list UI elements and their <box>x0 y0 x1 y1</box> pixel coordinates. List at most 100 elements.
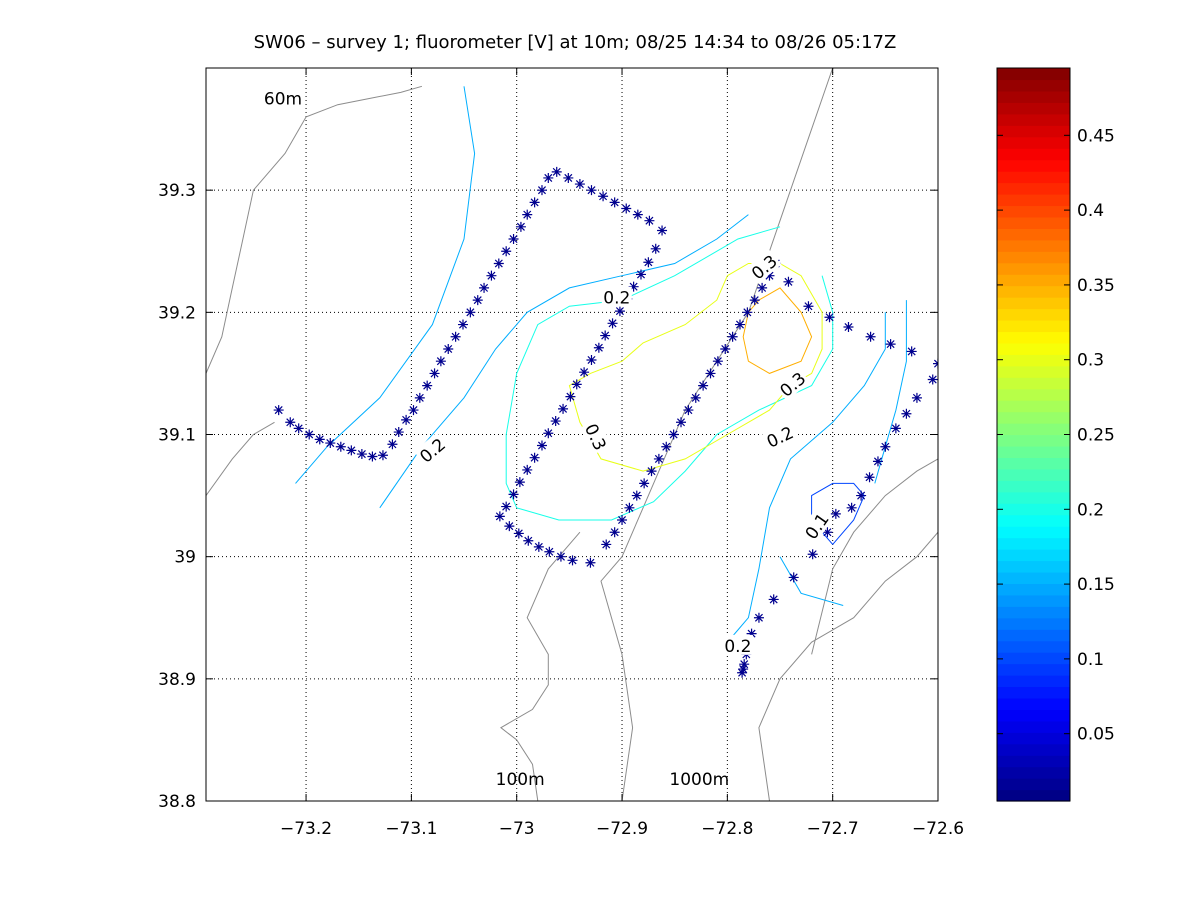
survey-station-marker <box>494 511 505 522</box>
survey-station-marker <box>408 405 419 416</box>
colorbar-segment <box>997 68 1070 81</box>
colorbar-segment <box>997 457 1070 470</box>
survey-station-marker <box>911 392 922 403</box>
survey-station-marker <box>901 408 912 419</box>
survey-station-marker <box>550 416 561 427</box>
survey-station-marker <box>565 391 576 402</box>
colorbar-segment <box>997 79 1070 92</box>
survey-station-marker <box>803 301 814 312</box>
survey-station-marker <box>558 403 569 414</box>
colorbar-segment <box>997 136 1070 149</box>
survey-station-marker <box>644 215 655 226</box>
colorbar-segment <box>997 445 1070 459</box>
survey-station-marker <box>593 342 604 353</box>
colorbar-segment <box>997 125 1070 138</box>
isobath-label: 60m <box>264 90 302 110</box>
survey-station-marker <box>514 477 525 488</box>
survey-station-marker <box>749 295 760 306</box>
colorbar-segment <box>997 423 1070 436</box>
colorbar-segment <box>997 354 1070 367</box>
colorbar-segment <box>997 537 1070 550</box>
survey-station-marker <box>617 515 628 526</box>
colorbar-segment <box>997 514 1070 527</box>
survey-station-marker <box>830 508 841 519</box>
colorbar-segment <box>997 491 1070 504</box>
contour-label-bg <box>722 634 753 655</box>
colorbar-segment <box>997 652 1070 665</box>
colorbar-segment <box>997 617 1070 630</box>
colorbar-segment <box>997 675 1070 688</box>
survey-station-marker <box>614 306 625 317</box>
colorbar-tick-label: 0.2 <box>1077 500 1104 520</box>
survey-station-marker <box>624 502 635 513</box>
survey-station-marker <box>457 319 468 330</box>
colorbar-segment <box>997 251 1070 264</box>
survey-station-marker <box>698 380 709 391</box>
colorbar-segment <box>997 182 1070 195</box>
contour-line <box>727 312 886 643</box>
contour-label-bg <box>581 418 613 455</box>
survey-station-marker <box>314 434 325 445</box>
contour-label-text: 0.2 <box>603 289 630 309</box>
colorbar-tick-label: 0.45 <box>1077 126 1115 146</box>
survey-station-marker <box>529 452 540 463</box>
survey-station-marker <box>493 258 504 269</box>
survey-station-marker <box>536 185 547 196</box>
survey-station-marker <box>567 555 578 566</box>
y-tick-label: 39.3 <box>158 181 196 201</box>
colorbar-segment <box>997 503 1070 516</box>
survey-station-marker <box>435 356 446 367</box>
contour-label-bg <box>601 286 632 307</box>
colorbar-segment <box>997 789 1070 802</box>
colorbar-segment <box>997 697 1070 710</box>
survey-station-marker <box>846 502 857 513</box>
survey-station-marker <box>635 269 646 280</box>
survey-station-marker <box>906 346 917 357</box>
survey-station-marker <box>536 440 547 451</box>
survey-station-marker <box>757 282 768 293</box>
colorbar-segment <box>997 148 1070 161</box>
survey-station-marker <box>639 478 650 489</box>
contour-label-bg <box>774 366 810 401</box>
contour-label-text: 0.2 <box>724 637 751 657</box>
survey-station-marker <box>734 319 745 330</box>
survey-station-marker <box>585 557 596 568</box>
colorbar-segment <box>997 560 1070 573</box>
colorbar-segment <box>997 526 1070 539</box>
survey-station-marker <box>598 191 609 202</box>
colorbar-segment <box>997 594 1070 607</box>
survey-station-marker <box>515 221 526 232</box>
survey-station-marker <box>543 428 554 439</box>
contour-label: 0.2 <box>722 634 753 657</box>
survey-station-marker <box>631 490 642 501</box>
survey-station-marker <box>822 527 833 538</box>
survey-station-marker <box>690 392 701 403</box>
survey-station-marker <box>579 367 590 378</box>
contour-line <box>779 556 844 606</box>
survey-station-marker <box>753 612 764 623</box>
survey-station-marker <box>727 331 738 342</box>
colorbar-segment <box>997 262 1070 275</box>
survey-station-marker <box>607 318 618 329</box>
colorbar-segment <box>997 228 1070 241</box>
colorbar-segment <box>997 216 1070 229</box>
survey-station-marker <box>676 417 687 428</box>
colorbar-segment <box>997 480 1070 493</box>
survey-station-marker <box>668 429 679 440</box>
survey-station-marker <box>450 331 461 342</box>
survey-station-marker <box>387 439 398 450</box>
survey-station-marker <box>273 405 284 416</box>
survey-station-marker <box>764 270 775 281</box>
x-tick-label: −72.6 <box>912 819 964 839</box>
survey-station-marker <box>304 429 315 440</box>
survey-station-marker <box>737 667 748 678</box>
colorbar-segment <box>997 549 1070 562</box>
survey-station-marker <box>885 339 896 350</box>
survey-station-marker <box>529 197 540 208</box>
survey-station-marker <box>739 659 750 670</box>
survey-station-marker <box>609 197 620 208</box>
isobath-label: 100m <box>496 770 545 790</box>
survey-station-marker <box>650 243 661 254</box>
survey-station-marker <box>872 456 883 467</box>
x-tick-label: −72.9 <box>596 819 648 839</box>
